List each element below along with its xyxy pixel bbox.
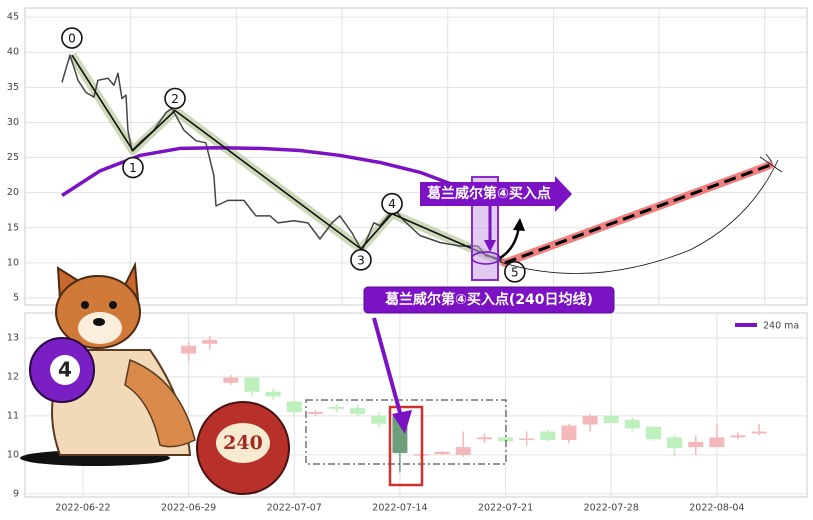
wave-marker [122, 156, 144, 179]
candle-body [540, 431, 556, 441]
dog-back [124, 358, 196, 448]
candle-body [455, 447, 471, 455]
candle-body [350, 408, 366, 414]
ball-label: 240 [223, 432, 263, 454]
y-tick-label: 5 [13, 292, 19, 303]
y-tick-label: 45 [7, 12, 19, 23]
red-box [388, 405, 424, 487]
candle-body [181, 345, 197, 354]
ball-spot [50, 355, 80, 385]
arrow-head [392, 410, 412, 434]
candle-body [498, 437, 514, 442]
x-tick-label: 2022-07-14 [372, 503, 427, 514]
candle-body [307, 412, 323, 414]
candle-body [582, 415, 598, 425]
dog-muzzle [78, 312, 122, 344]
ball-4: 4 [29, 337, 95, 403]
candle-body [223, 377, 239, 383]
candle-body [476, 437, 492, 440]
candle-body [730, 435, 746, 438]
candle-body [329, 406, 345, 409]
candle-body [667, 437, 683, 448]
ball-spot [216, 423, 270, 463]
wave-label: 0 [68, 32, 76, 46]
y-tick-label: 13 [7, 332, 19, 343]
dashed-box [305, 399, 507, 465]
candle-body [688, 442, 704, 448]
wave-label: 4 [388, 197, 396, 211]
candle-body [286, 401, 302, 413]
candle-body [709, 437, 725, 448]
wave-label: 2 [171, 92, 179, 106]
wave-line [71, 54, 506, 264]
wave-label: 5 [511, 265, 519, 279]
candle-body [265, 391, 281, 397]
candle-body [519, 438, 535, 441]
curve-tip [759, 153, 783, 173]
candle-body [371, 415, 387, 424]
annotation-box [363, 286, 615, 314]
candle-body [561, 425, 577, 441]
dog-nose [93, 318, 105, 326]
x-tick-label: 2022-07-07 [267, 503, 322, 514]
candle-body [751, 431, 767, 434]
trend-dash [504, 163, 771, 265]
y-tick-label: 15 [7, 222, 19, 233]
top-panel [24, 7, 808, 306]
y-tick-label: 12 [7, 371, 19, 382]
y-tick-label: 9 [13, 488, 19, 499]
wave-marker [164, 87, 186, 110]
y-tick-label: 10 [7, 449, 19, 460]
decorations: 葛兰威尔第④买入点 葛兰威尔第④买入点(240日均线) 4 240 [20, 153, 783, 495]
y-tick-label: 25 [7, 152, 19, 163]
candle-body [624, 419, 640, 429]
annotation: 葛兰威尔第④买入点(240日均线) [384, 291, 593, 308]
dog-eye [81, 301, 89, 309]
ball-240: 240 [196, 401, 290, 495]
candle-body [603, 415, 619, 423]
candle-body [244, 377, 260, 392]
wave-marker [504, 261, 526, 283]
annotation: 葛兰威尔第④买入点 [426, 185, 551, 202]
y-tick-label: 11 [7, 410, 19, 421]
wave-label: 1 [129, 161, 137, 175]
x-tick-label: 2022-08-04 [689, 503, 744, 514]
wave-label: 3 [357, 253, 365, 267]
y-tick-label: 35 [7, 82, 19, 93]
candle-body [434, 451, 450, 455]
ball-label: 4 [58, 358, 72, 382]
x-tick-label: 2022-07-21 [478, 503, 533, 514]
x-tick-label: 2022-07-28 [584, 503, 639, 514]
candle-body [645, 426, 661, 440]
candle-body [202, 339, 218, 344]
y-tick-label: 20 [7, 187, 19, 198]
y-tick-label: 40 [7, 47, 19, 58]
arrow [372, 317, 404, 421]
wave-marker [381, 192, 403, 215]
x-tick-label: 2022-06-22 [55, 503, 110, 514]
wave-marker [350, 249, 372, 271]
curve [499, 159, 779, 274]
wave-marker [61, 27, 83, 49]
y-tick-label: 30 [7, 117, 19, 128]
dog-eye [109, 301, 117, 309]
annotation-arrow [420, 176, 572, 212]
legend-label: 240 ma [763, 321, 799, 332]
x-tick-label: 2022-06-29 [161, 503, 216, 514]
arrow-head [484, 240, 496, 252]
arrow-head [513, 218, 525, 231]
y-tick-label: 10 [7, 257, 19, 268]
